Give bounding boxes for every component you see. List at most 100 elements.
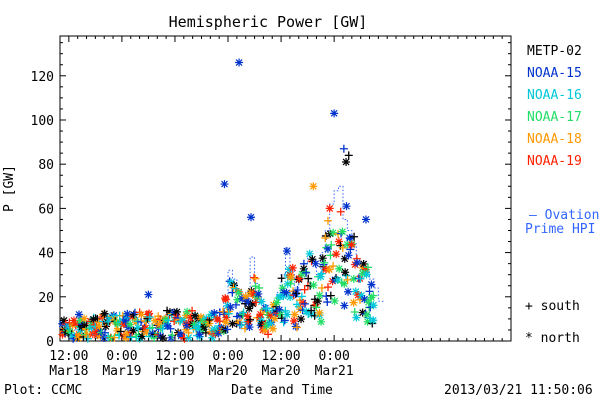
data-point-north bbox=[100, 309, 109, 318]
data-point-north bbox=[283, 272, 292, 281]
data-point-north bbox=[340, 279, 349, 288]
data-point-north bbox=[290, 310, 299, 319]
data-point-south bbox=[344, 151, 353, 160]
y-tick-label: 0 bbox=[46, 335, 54, 350]
data-point-north bbox=[268, 324, 277, 333]
data-point-north bbox=[214, 329, 223, 338]
ovation-label-line1: — Ovation bbox=[529, 208, 599, 223]
data-point-north bbox=[282, 247, 291, 256]
data-point-north bbox=[80, 314, 89, 323]
marker-key-north: * north bbox=[525, 331, 580, 346]
data-point-north bbox=[144, 310, 153, 319]
data-point-south bbox=[280, 316, 289, 325]
data-point-north bbox=[318, 254, 327, 263]
data-point-north bbox=[259, 306, 268, 315]
data-point-south bbox=[338, 243, 347, 252]
data-point-north bbox=[367, 280, 376, 289]
data-point-north bbox=[361, 215, 370, 224]
plot-credit: Plot: CCMC bbox=[4, 383, 82, 398]
data-point-north bbox=[105, 313, 114, 322]
y-axis: 0 20 40 60 80 100 120 bbox=[31, 42, 511, 350]
data-point-south bbox=[262, 304, 271, 313]
data-point-north bbox=[182, 325, 191, 334]
data-point-north bbox=[257, 297, 266, 306]
data-point-north bbox=[286, 293, 295, 302]
data-point-north bbox=[329, 228, 338, 237]
data-point-south bbox=[235, 320, 244, 329]
data-point-south bbox=[343, 275, 352, 284]
data-point-south bbox=[304, 274, 313, 283]
data-point-north bbox=[333, 275, 342, 284]
data-point-south bbox=[300, 299, 309, 308]
data-point-north bbox=[349, 274, 358, 283]
data-point-north bbox=[200, 323, 209, 332]
data-point-north bbox=[113, 319, 122, 328]
data-point-south bbox=[246, 315, 255, 324]
data-point-north bbox=[233, 295, 242, 304]
data-point-south bbox=[312, 303, 321, 312]
x-tick-date: Mar19 bbox=[102, 364, 141, 379]
data-point-south bbox=[164, 316, 173, 325]
data-point-north bbox=[246, 288, 255, 297]
data-point-north bbox=[295, 274, 304, 283]
ovation-label-line2: Prime HPI bbox=[525, 222, 595, 237]
data-point-north bbox=[255, 313, 264, 322]
data-point-north bbox=[298, 270, 307, 279]
plot-frame bbox=[59, 35, 512, 342]
data-point-north bbox=[206, 327, 215, 336]
data-point-north bbox=[222, 313, 231, 322]
data-point-north bbox=[195, 330, 204, 339]
data-point-north bbox=[296, 305, 305, 314]
x-tick-date: Mar20 bbox=[262, 364, 301, 379]
data-point-south bbox=[83, 334, 92, 343]
data-point-south bbox=[116, 327, 125, 336]
data-point-north bbox=[351, 287, 360, 296]
data-point-south bbox=[329, 262, 338, 271]
data-point-north bbox=[179, 316, 188, 325]
data-point-south bbox=[363, 263, 372, 272]
data-point-north bbox=[129, 310, 138, 319]
data-point-north bbox=[253, 292, 262, 301]
data-point-north bbox=[242, 318, 251, 327]
data-point-north bbox=[74, 334, 83, 343]
data-point-north bbox=[363, 317, 372, 326]
data-point-south bbox=[365, 287, 374, 296]
data-point-south bbox=[286, 279, 295, 288]
data-point-north bbox=[223, 301, 232, 310]
data-point-north bbox=[299, 264, 308, 273]
data-point-south bbox=[293, 323, 302, 332]
data-point-north bbox=[74, 330, 83, 339]
data-point-north bbox=[126, 320, 135, 329]
data-point-north bbox=[234, 288, 243, 297]
data-point-south bbox=[133, 317, 142, 326]
data-point-north bbox=[269, 300, 278, 309]
data-point-north bbox=[338, 227, 347, 236]
data-point-north bbox=[362, 270, 371, 279]
data-point-north bbox=[243, 312, 252, 321]
data-point-north bbox=[328, 277, 337, 286]
data-point-north bbox=[121, 333, 130, 342]
data-point-north bbox=[238, 294, 247, 303]
data-point-south bbox=[336, 207, 345, 216]
legend-entry: NOAA-15 bbox=[527, 66, 582, 81]
data-point-north bbox=[92, 327, 101, 336]
data-point-north bbox=[358, 263, 367, 272]
x-tick-time: 0:00 bbox=[212, 349, 243, 364]
data-point-north bbox=[297, 315, 306, 324]
data-point-north bbox=[226, 303, 235, 312]
data-point-north bbox=[317, 317, 326, 326]
x-axis-label: Date and Time bbox=[231, 383, 333, 398]
data-point-north bbox=[155, 320, 164, 329]
data-point-south bbox=[307, 306, 316, 315]
data-point-north bbox=[199, 325, 208, 334]
data-point-south bbox=[302, 268, 311, 277]
data-point-north bbox=[254, 289, 263, 298]
data-point-north bbox=[213, 314, 222, 323]
data-point-north bbox=[65, 328, 74, 337]
data-point-north bbox=[266, 319, 275, 328]
legend-entry: METP-02 bbox=[527, 44, 582, 59]
legend: METP-02 NOAA-15 NOAA-16 NOAA-17 NOAA-18 NOAA-… bbox=[527, 44, 582, 169]
data-point-north bbox=[129, 326, 138, 335]
data-point-north bbox=[244, 317, 253, 326]
data-point-north bbox=[282, 288, 291, 297]
